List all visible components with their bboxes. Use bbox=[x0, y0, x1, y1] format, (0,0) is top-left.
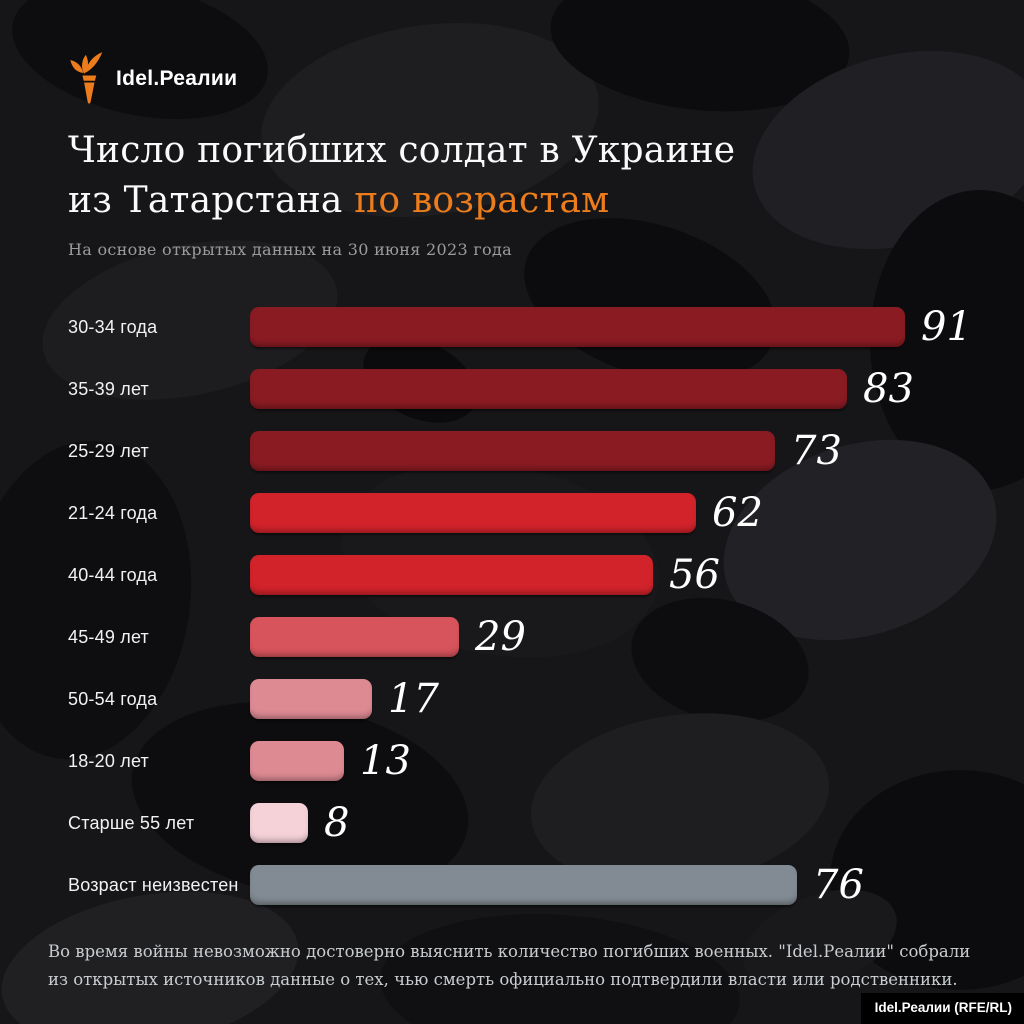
torch-icon bbox=[70, 52, 103, 104]
brand-logo-text: Idel.Реалии bbox=[116, 67, 238, 90]
value-label: 29 bbox=[475, 614, 526, 660]
bar bbox=[250, 431, 775, 471]
attribution-badge: Idel.Реалии (RFE/RL) bbox=[860, 993, 1024, 1024]
value-label: 13 bbox=[360, 738, 411, 784]
chart-row: 21-24 года 62 bbox=[68, 482, 1008, 544]
category-label: 45-49 лет bbox=[68, 626, 149, 647]
category-label: 25-29 лет bbox=[68, 440, 149, 461]
category-label: Старше 55 лет bbox=[68, 812, 195, 833]
bar-chart: 30-34 года 91 35-39 лет 83 25-29 лет 73 … bbox=[68, 296, 1008, 916]
chart-row: 18-20 лет 13 bbox=[68, 730, 1008, 792]
chart-row: 40-44 года 56 bbox=[68, 544, 1008, 606]
category-label: 30-34 года bbox=[68, 316, 158, 337]
bar bbox=[250, 617, 459, 657]
chart-row: Старше 55 лет 8 bbox=[68, 792, 1008, 854]
chart-row: 50-54 года 17 bbox=[68, 668, 1008, 730]
category-label: 50-54 года bbox=[68, 688, 158, 709]
brand-logo: Idel.Реалии bbox=[66, 50, 237, 108]
category-label: 40-44 года bbox=[68, 564, 158, 585]
footer-note: Во время войны невозможно достоверно выя… bbox=[48, 942, 971, 989]
value-label: 8 bbox=[324, 800, 350, 846]
chart-row: 30-34 года 91 bbox=[68, 296, 1008, 358]
page-title: Число погибших солдат в Украине из Татарс… bbox=[68, 126, 735, 226]
bar bbox=[250, 803, 308, 843]
chart-row: Возраст неизвестен 76 bbox=[68, 854, 1008, 916]
title-line2: из Татарстана bbox=[68, 180, 343, 221]
title-line1: Число погибших солдат в Украине bbox=[68, 130, 736, 171]
value-label: 17 bbox=[388, 676, 439, 722]
chart-row: 45-49 лет 29 bbox=[68, 606, 1008, 668]
bar bbox=[250, 865, 797, 905]
chart-subtitle: На основе открытых данных на 30 июня 202… bbox=[68, 240, 512, 259]
category-label: 35-39 лет bbox=[68, 378, 149, 399]
chart-row: 35-39 лет 83 bbox=[68, 358, 1008, 420]
value-label: 73 bbox=[791, 428, 842, 474]
value-label: 56 bbox=[669, 552, 720, 598]
bar bbox=[250, 369, 847, 409]
title-accent: по возрастам bbox=[354, 180, 610, 221]
value-label: 62 bbox=[712, 490, 763, 536]
bar bbox=[250, 741, 344, 781]
value-label: 76 bbox=[813, 862, 864, 908]
category-label: Возраст неизвестен bbox=[68, 874, 239, 895]
bar bbox=[250, 679, 372, 719]
bar bbox=[250, 555, 653, 595]
chart-row: 25-29 лет 73 bbox=[68, 420, 1008, 482]
value-label: 83 bbox=[863, 366, 914, 412]
category-label: 21-24 года bbox=[68, 502, 158, 523]
value-label: 91 bbox=[921, 304, 972, 350]
bar bbox=[250, 493, 696, 533]
bar bbox=[250, 307, 905, 347]
category-label: 18-20 лет bbox=[68, 750, 149, 771]
